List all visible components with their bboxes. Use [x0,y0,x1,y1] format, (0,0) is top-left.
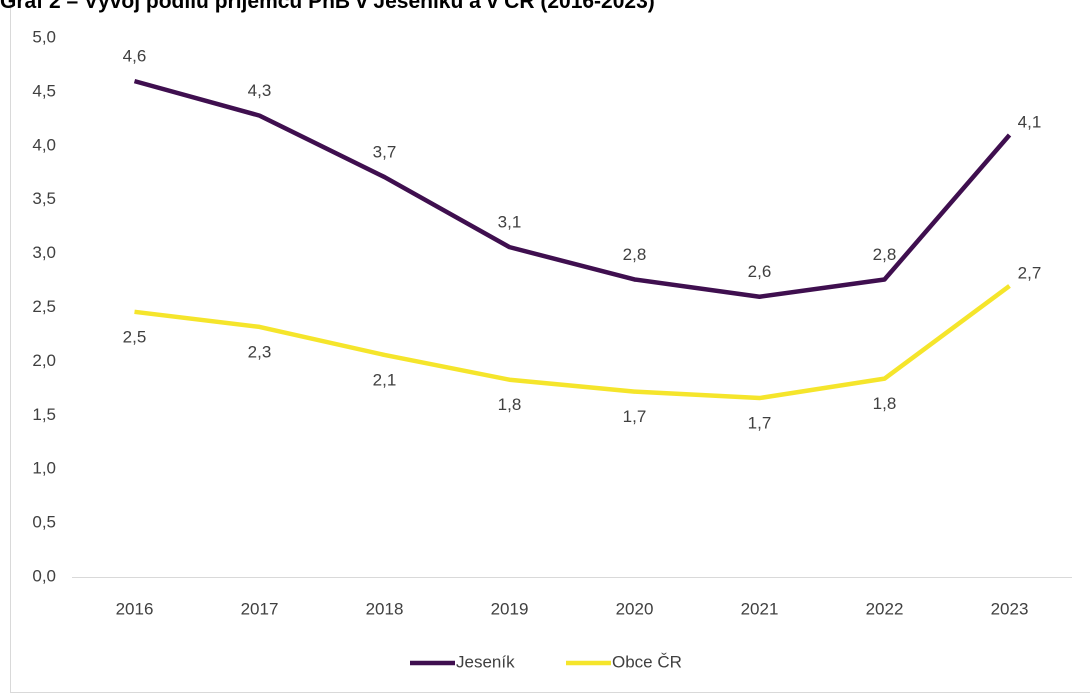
data-label: 1,7 [623,407,647,426]
y-tick-label: 4,0 [32,135,56,154]
x-tick-label: 2022 [866,599,904,618]
y-tick-label: 1,0 [32,459,56,478]
chart-title: Graf 2 – Vývoj podílu příjemců PnB v Jes… [0,0,655,13]
y-tick-label: 5,0 [32,27,56,46]
y-tick-label: 3,5 [32,189,56,208]
data-label: 2,8 [623,245,647,264]
y-tick-label: 2,5 [32,297,56,316]
data-label: 4,3 [248,81,272,100]
data-label: 2,6 [748,262,772,281]
data-label: 1,7 [748,414,772,433]
y-tick-label: 0,5 [32,513,56,532]
legend-label: Obce ČR [612,652,682,671]
data-label: 2,3 [248,342,272,361]
data-label: 1,8 [873,394,897,413]
data-label: 1,8 [498,395,522,414]
y-tick-label: 4,5 [32,81,56,100]
x-tick-label: 2018 [366,599,404,618]
data-label: 4,6 [123,47,147,66]
data-label: 2,1 [373,370,397,389]
x-tick-label: 2023 [991,599,1029,618]
legend-label: Jeseník [456,652,515,671]
data-label: 2,5 [123,327,147,346]
data-label: 3,1 [498,213,522,232]
y-tick-label: 2,0 [32,351,56,370]
x-tick-label: 2019 [491,599,529,618]
y-tick-label: 1,5 [32,405,56,424]
line [134,284,1011,401]
data-label: 2,7 [1018,263,1042,282]
x-tick-label: 2016 [116,599,154,618]
data-label: 2,8 [873,245,897,264]
y-tick-label: 3,0 [32,243,56,262]
y-tick-label: 0,0 [32,566,56,585]
x-tick-label: 2021 [741,599,779,618]
line [133,78,1012,299]
data-label: 3,7 [373,143,397,162]
data-label: 4,1 [1018,113,1042,132]
x-tick-label: 2020 [616,599,654,618]
x-tick-label: 2017 [241,599,279,618]
